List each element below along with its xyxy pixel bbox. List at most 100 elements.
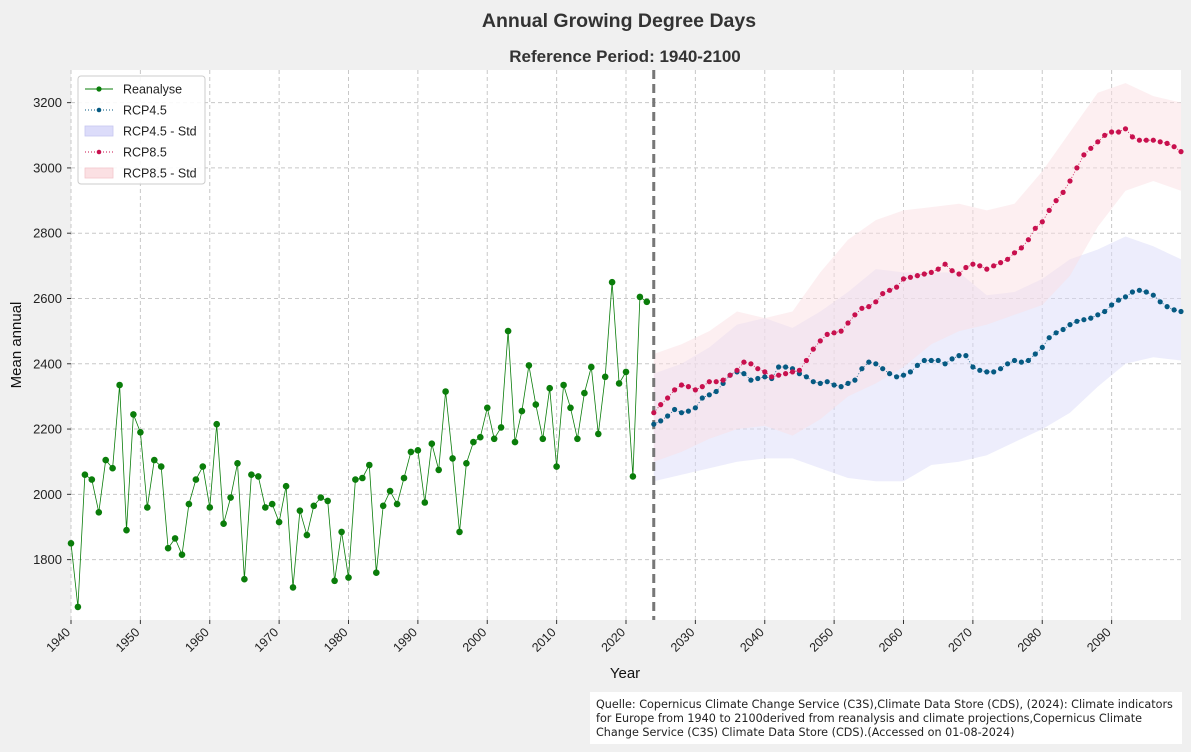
data-point [1011,250,1018,256]
data-point [1081,317,1087,323]
data-point [581,389,588,397]
x-tick-label: 2000 [460,625,490,655]
data-point [532,401,540,408]
x-tick-label: 2070 [945,625,975,655]
data-point [852,377,858,383]
data-point [991,263,997,269]
data-point [268,500,276,508]
data-point [1046,207,1052,213]
data-point [859,305,865,311]
data-point [595,430,602,438]
data-point [123,526,130,534]
data-point [1074,165,1080,171]
data-point [713,379,719,385]
data-point [206,504,214,511]
data-point [741,371,747,377]
data-point [248,471,255,479]
data-point [907,369,914,375]
data-point [435,466,443,474]
data-point [1046,335,1052,341]
data-point [588,363,595,371]
data-point [831,330,837,336]
data-point [511,438,519,446]
legend-patch [84,167,114,179]
data-point [296,507,304,514]
data-point [262,504,269,511]
data-point [1067,322,1073,328]
data-point [254,473,262,480]
data-point [199,463,207,470]
data-point [1143,137,1149,143]
data-point [651,421,657,427]
data-point [803,357,810,364]
data-point [838,328,844,334]
legend-label: RCP4.5 - Std [123,125,197,139]
data-point [734,367,740,373]
data-point [873,361,879,367]
data-point [991,369,997,375]
y-axis-ticks: 1800 2000 2200 2400 2600 2800 3000 3200 [33,95,71,567]
data-point [1018,359,1024,365]
data-point [88,476,96,483]
data-point [1164,304,1170,310]
legend-patch [84,125,114,137]
data-point [963,264,969,271]
data-point [95,509,103,516]
data-point [1150,137,1156,143]
data-point [692,387,699,393]
data-point [331,577,338,585]
data-point [1171,307,1177,313]
data-point [1025,357,1031,364]
data-point [1060,189,1066,195]
data-point [866,359,872,365]
data-point [643,298,651,306]
data-point [74,603,82,611]
data-point [1011,357,1018,364]
data-point [178,551,186,558]
data-point [379,502,387,510]
x-tick-label: 1940 [44,625,74,655]
data-point [845,380,851,386]
data-point [699,384,705,390]
data-point [525,362,533,369]
data-point [998,366,1004,372]
data-point [810,346,816,352]
data-point [977,367,983,373]
data-point [220,520,227,527]
data-point [1116,129,1122,135]
data-point [1164,140,1170,146]
data-point [1081,152,1087,158]
y-tick-label: 2400 [33,356,62,371]
data-point [636,293,644,301]
data-point [852,312,858,318]
data-point [373,569,380,576]
data-point [282,482,290,490]
data-point [942,261,948,267]
data-point [678,382,685,388]
data-point [130,411,137,418]
x-tick-label: 2040 [737,625,767,655]
x-tick-label: 2050 [807,625,837,655]
data-point [386,487,394,495]
data-point [81,471,89,479]
y-tick-label: 1800 [33,552,62,567]
y-tick-label: 3000 [33,160,62,175]
data-point [720,377,726,383]
data-point [914,273,921,279]
data-point [1032,351,1038,357]
data-point [144,504,151,511]
data-point [935,266,941,272]
data-point [608,278,616,286]
data-point [1053,198,1059,204]
data-point [769,374,775,380]
data-point [685,384,692,390]
data-point [887,287,893,293]
data-point [171,535,179,542]
legend-frame [77,75,206,185]
data-point [887,371,893,377]
x-tick-label: 2010 [529,625,559,655]
data-point [658,418,664,424]
data-point [907,274,914,280]
x-axis-label: Year [610,665,640,682]
